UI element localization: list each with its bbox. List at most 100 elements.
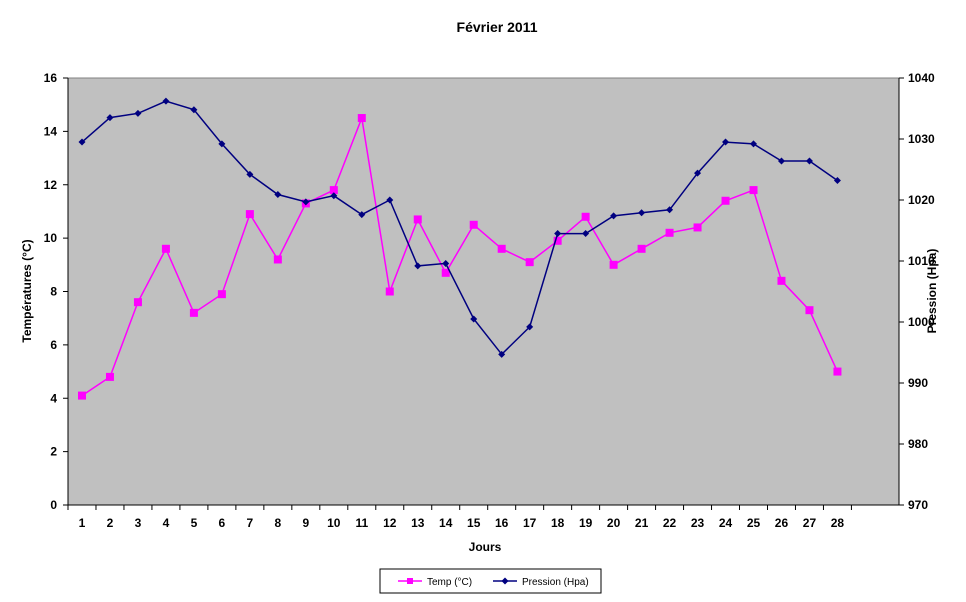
plot-area [67, 77, 900, 506]
data-point-temp [749, 186, 758, 195]
data-point-temp [105, 372, 114, 381]
x-axis-ticks: 1 2 3 4 5 6 7 8 9 10 11 12 13 14 15 16 17 18 19 20 21 22 23 24 2… [67, 505, 852, 530]
data-point-temp [805, 306, 814, 315]
x-tick-label: 28 [831, 516, 845, 530]
data-point-temp [497, 244, 506, 253]
right-tick-label: 990 [908, 376, 928, 390]
series-layer [77, 97, 842, 400]
data-point-pression [442, 259, 450, 267]
left-tick-label: 10 [44, 231, 58, 245]
x-axis-title: Jours [469, 540, 502, 554]
left-tick-label: 14 [44, 124, 58, 138]
right-tick-label: 970 [908, 498, 928, 512]
data-point-temp [777, 276, 786, 285]
data-point-pression [805, 157, 813, 165]
data-point-pression [274, 191, 282, 199]
legend-label-temp: Temp (°C) [427, 577, 472, 588]
data-point-temp [665, 228, 674, 237]
x-tick-label: 8 [275, 516, 282, 530]
left-tick-label: 2 [50, 445, 57, 459]
data-point-pression [582, 230, 590, 238]
data-point-temp [413, 215, 422, 224]
chart-title: Février 2011 [457, 19, 538, 35]
x-tick-label: 14 [439, 516, 453, 530]
x-tick-label: 11 [355, 516, 368, 530]
data-point-pression [833, 176, 841, 184]
data-point-pression [246, 170, 254, 178]
right-tick-label: 1030 [908, 132, 935, 146]
x-tick-label: 23 [691, 516, 705, 530]
x-tick-label: 5 [191, 516, 198, 530]
x-tick-label: 1 [79, 516, 86, 530]
right-tick-label: 1000 [908, 315, 935, 329]
x-tick-label: 18 [551, 516, 565, 530]
data-point-temp [329, 186, 338, 195]
data-point-temp [553, 236, 562, 245]
x-tick-label: 20 [607, 516, 621, 530]
data-point-pression [638, 209, 646, 217]
x-tick-label: 25 [747, 516, 761, 530]
data-point-pression [78, 138, 86, 146]
data-point-temp [833, 367, 842, 376]
data-point-temp [637, 244, 646, 253]
right-axis-ticks: 970 980 990 1000 1010 1020 1030 1040 [899, 71, 935, 512]
legend-label-pression: Pression (Hpa) [522, 577, 589, 588]
x-tick-label: 9 [302, 516, 309, 530]
data-point-temp [581, 212, 590, 221]
data-point-pression [666, 206, 674, 214]
x-tick-label: 12 [383, 516, 397, 530]
data-point-pression [777, 157, 785, 165]
data-point-pression [330, 192, 338, 200]
left-tick-label: 4 [50, 391, 57, 405]
data-point-pression [218, 140, 226, 148]
data-point-temp [469, 220, 478, 229]
left-tick-label: 0 [50, 498, 57, 512]
right-axis-title: Pression (Hpa) [925, 249, 939, 334]
right-tick-label: 1010 [908, 254, 935, 268]
x-tick-label: 21 [635, 516, 649, 530]
data-point-temp [609, 260, 618, 269]
left-tick-label: 6 [50, 338, 57, 352]
data-point-pression [358, 211, 366, 219]
x-tick-label: 19 [579, 516, 593, 530]
data-point-pression [526, 323, 534, 331]
left-axis-title: Températures (°C) [20, 239, 34, 342]
data-point-pression [162, 97, 170, 105]
data-point-pression [470, 315, 478, 323]
x-tick-label: 13 [411, 516, 425, 530]
x-tick-label: 26 [775, 516, 789, 530]
legend-marker-temp [407, 578, 413, 584]
x-tick-label: 4 [163, 516, 170, 530]
data-point-pression [134, 109, 142, 117]
data-point-temp [133, 298, 142, 307]
data-point-temp [189, 308, 198, 317]
data-point-temp [441, 268, 450, 277]
data-point-pression [610, 212, 618, 220]
data-point-temp [721, 196, 730, 205]
x-tick-label: 10 [327, 516, 341, 530]
x-tick-label: 2 [107, 516, 114, 530]
data-point-pression [554, 230, 562, 238]
data-point-temp [693, 223, 702, 232]
x-tick-label: 16 [495, 516, 509, 530]
data-point-pression [106, 114, 114, 122]
x-tick-label: 24 [719, 516, 733, 530]
data-point-pression [498, 350, 506, 358]
right-tick-label: 980 [908, 437, 928, 451]
data-point-temp [217, 290, 226, 299]
series-line-0 [81, 115, 839, 397]
data-point-temp [77, 391, 86, 400]
data-point-pression [722, 138, 730, 146]
data-point-temp [385, 287, 394, 296]
left-axis-ticks: 0 2 4 6 8 10 12 14 16 [44, 71, 68, 512]
left-tick-label: 16 [44, 71, 58, 85]
left-tick-label: 12 [44, 178, 58, 192]
x-tick-label: 17 [523, 516, 537, 530]
data-point-pression [302, 198, 310, 206]
data-point-temp [525, 258, 534, 267]
left-tick-label: 8 [50, 285, 57, 299]
data-point-pression [694, 169, 702, 177]
data-point-pression [386, 196, 394, 204]
right-tick-label: 1020 [908, 193, 935, 207]
